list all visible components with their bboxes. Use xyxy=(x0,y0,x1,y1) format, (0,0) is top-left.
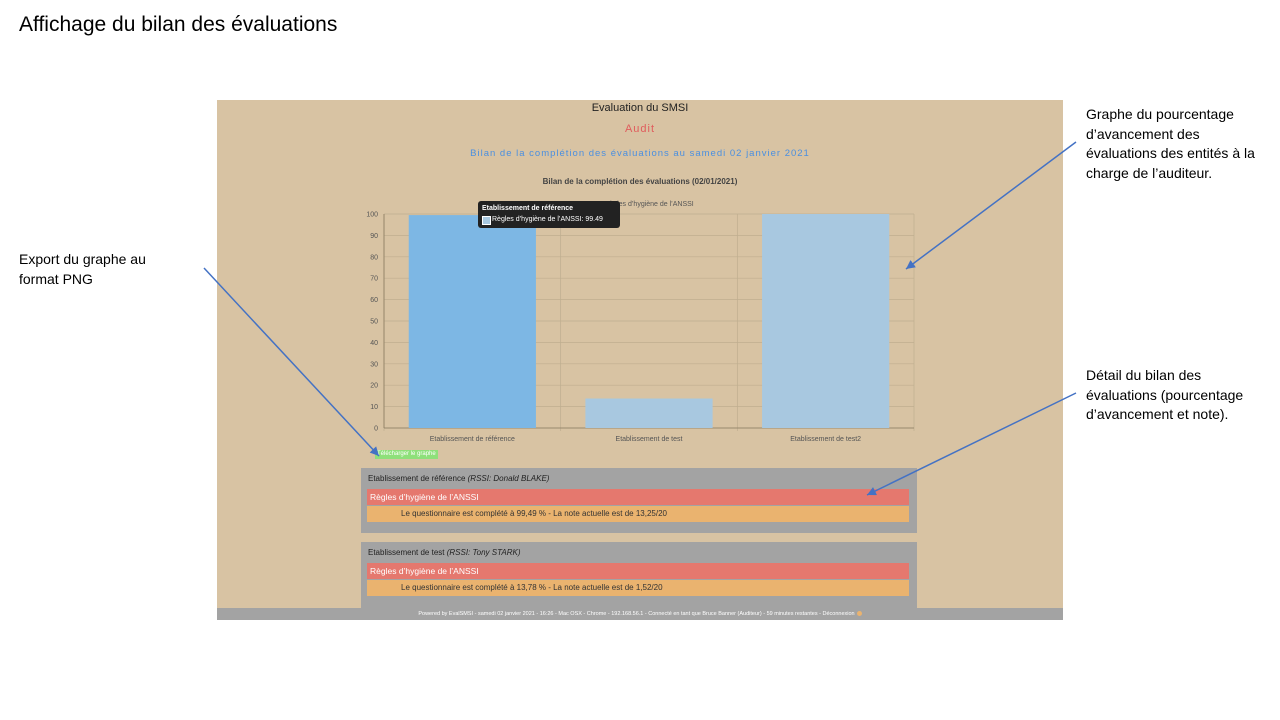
detail-text: Le questionnaire est complété à 13,78 % … xyxy=(401,583,663,592)
category-row[interactable]: Règles d’hygiène de l’ANSSI xyxy=(367,563,909,579)
entity-name: Etablissement de test xyxy=(368,548,445,557)
tooltip-title: Etablissement de référence xyxy=(482,205,574,212)
y-tick-label: 20 xyxy=(370,383,378,390)
y-tick-label: 100 xyxy=(366,212,378,219)
y-tick-label: 80 xyxy=(370,254,378,261)
bar-chart: Règles d’hygiène de l’ANSSI 0 10 20 30 40 50 60… xyxy=(366,201,915,443)
page-heading: Bilan de la complétion des évaluations a… xyxy=(470,148,810,159)
y-tick-label: 40 xyxy=(370,340,378,347)
slide-title: Affichage du bilan des évaluations xyxy=(19,13,338,36)
chart-bar xyxy=(585,398,713,428)
category-row[interactable]: Règles d’hygiène de l’ANSSI xyxy=(367,489,909,505)
download-graph-button[interactable]: Télécharger le graphe xyxy=(375,450,438,459)
chart-title: Bilan de la complétion des évaluations (… xyxy=(542,177,738,186)
entity-rssi: (RSSI: Tony STARK) xyxy=(446,548,521,557)
chart-legend: Règles d’hygiène de l’ANSSI xyxy=(604,201,694,208)
entity-panel-2: Etablissement de test (RSSI: Tony STARK)… xyxy=(361,542,917,608)
detail-row: Le questionnaire est complété à 99,49 % … xyxy=(367,506,909,522)
y-tick-label: 50 xyxy=(370,319,378,326)
footer: Powered by EvalSMSI - samedi 02 janvier … xyxy=(217,608,1063,620)
y-tick-label: 60 xyxy=(370,297,378,304)
x-tick-label: Etablissement de test2 xyxy=(790,436,861,443)
detail-text: Le questionnaire est complété à 99,49 % … xyxy=(401,509,667,518)
entity-rssi: (RSSI: Donald BLAKE) xyxy=(467,474,550,483)
status-dot-icon xyxy=(856,611,862,617)
y-tick-label: 0 xyxy=(374,426,378,433)
tooltip-swatch xyxy=(482,216,491,225)
category-label: Règles d’hygiène de l’ANSSI xyxy=(370,492,479,502)
entity-name: Etablissement de référence xyxy=(368,474,466,483)
chart-bar xyxy=(762,214,890,428)
y-tick-label: 10 xyxy=(370,404,378,411)
entity-header: Etablissement de test (RSSI: Tony STARK) xyxy=(368,548,521,557)
app-subtitle: Audit xyxy=(624,123,656,135)
app-screenshot: Evaluation du SMSI Audit Bilan de la com… xyxy=(217,100,1063,620)
tooltip-value: Règles d’hygiène de l’ANSSI: 99.49 xyxy=(492,216,603,223)
y-tick-label: 30 xyxy=(370,361,378,368)
x-tick-label: Etablissement de référence xyxy=(430,436,515,443)
entity-panel-1: Etablissement de référence (RSSI: Donald… xyxy=(361,468,917,533)
x-tick-label: Etablissement de test xyxy=(616,436,683,443)
annotation-detail: Détail du bilan des évaluations (pourcen… xyxy=(1086,367,1244,422)
app-title: Evaluation du SMSI xyxy=(591,102,689,114)
chart-tooltip: Etablissement de référence Règles d’hygi… xyxy=(478,201,620,228)
category-label: Règles d’hygiène de l’ANSSI xyxy=(370,566,479,576)
annotation-graph: Graphe du pourcentage d’avancement des é… xyxy=(1086,106,1255,181)
y-tick-label: 70 xyxy=(370,276,378,283)
y-tick-label: 90 xyxy=(370,233,378,240)
detail-row: Le questionnaire est complété à 13,78 % … xyxy=(367,580,909,596)
footer-text: Powered by EvalSMSI - samedi 02 janvier … xyxy=(418,611,855,617)
chart-bar xyxy=(408,215,536,428)
entity-header: Etablissement de référence (RSSI: Donald… xyxy=(368,474,549,483)
annotation-export: Export du graphe au format PNG xyxy=(19,251,146,287)
